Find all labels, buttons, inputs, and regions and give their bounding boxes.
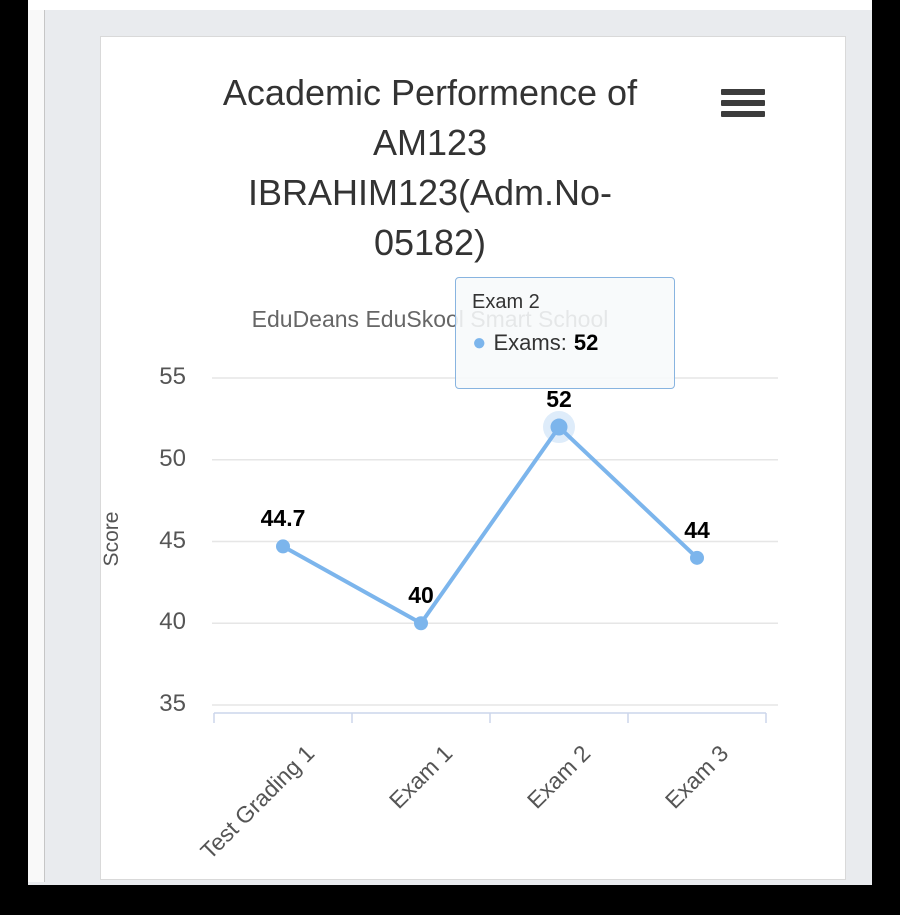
left-scrollbar[interactable] bbox=[28, 10, 45, 882]
hamburger-bar bbox=[721, 111, 765, 117]
data-label: 52 bbox=[546, 386, 572, 413]
tooltip-category: Exam 2 bbox=[472, 291, 540, 313]
data-label: 44 bbox=[684, 516, 710, 543]
chart-title-line-3: IBRAHIM123(Adm.No- bbox=[247, 172, 613, 213]
tooltip-series-label: Exams: bbox=[493, 330, 567, 355]
chart-tooltip: Exam 2 ● Exams: 52 bbox=[455, 277, 675, 389]
data-label: 40 bbox=[408, 582, 434, 609]
data-label: 44.7 bbox=[260, 505, 306, 532]
hamburger-bar bbox=[721, 100, 765, 106]
y-axis-tick-label: 35 bbox=[159, 690, 186, 717]
chart-title: Academic Performence of AM123 IBRAHIM123… bbox=[105, 68, 755, 268]
device-bezel-left bbox=[0, 0, 28, 900]
y-axis-title: Score bbox=[100, 511, 123, 567]
tooltip-value: 52 bbox=[573, 330, 599, 355]
chart-title-line-2: AM123 bbox=[372, 122, 488, 163]
chart-title-line-1: Academic Performence of bbox=[222, 72, 638, 113]
y-axis-tick-label: 55 bbox=[159, 363, 186, 390]
data-point-exam-2[interactable] bbox=[550, 418, 568, 436]
y-axis-tick-label: 45 bbox=[159, 526, 186, 554]
data-point-exam-1[interactable] bbox=[414, 616, 428, 631]
hamburger-bar bbox=[721, 89, 765, 95]
chart-card bbox=[100, 36, 846, 880]
device-bezel-right bbox=[872, 0, 900, 900]
status-bar bbox=[28, 0, 872, 10]
chart-title-line-4: 05182) bbox=[373, 222, 487, 263]
series-bullet-icon: ● bbox=[472, 329, 487, 356]
series-line-exams bbox=[281, 425, 699, 626]
hamburger-menu-icon[interactable] bbox=[721, 89, 765, 122]
tooltip-series-row: ● Exams: 52 bbox=[472, 329, 658, 357]
y-axis-tick-label: 40 bbox=[159, 608, 186, 636]
data-point-test-grading-1[interactable] bbox=[276, 539, 290, 554]
data-point-exam-3[interactable] bbox=[690, 550, 704, 565]
y-axis-tick-label: 50 bbox=[159, 444, 186, 472]
device-bezel-bottom bbox=[0, 885, 900, 900]
